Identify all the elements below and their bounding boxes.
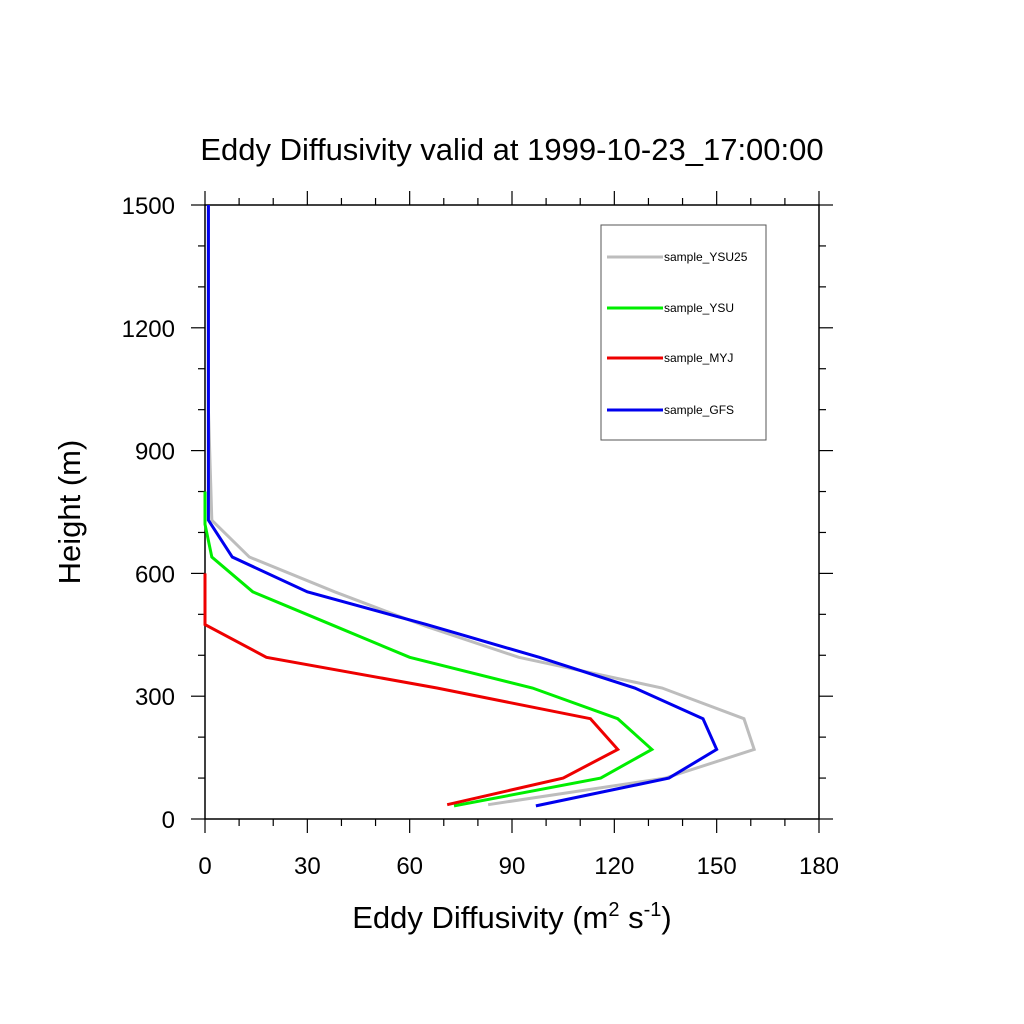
x-tick-label: 120 xyxy=(594,853,634,880)
legend-label-sample_YSU: sample_YSU xyxy=(664,301,734,315)
x-axis-label-mid: s xyxy=(619,900,643,935)
y-tick-label: 1500 xyxy=(122,193,175,220)
x-axis-label-sup1: 2 xyxy=(608,899,619,921)
y-tick-label: 300 xyxy=(135,684,175,711)
plot-lines xyxy=(203,205,757,808)
legend-label-sample_GFS: sample_GFS xyxy=(664,403,734,417)
series-line-sample_GFS xyxy=(206,205,719,808)
y-tick-label: 1200 xyxy=(122,316,175,343)
legend-label-sample_YSU25: sample_YSU25 xyxy=(664,250,748,264)
y-tick-label: 0 xyxy=(162,807,175,834)
x-tick-label: 150 xyxy=(697,853,737,880)
legend: sample_YSU25 sample_YSU sample_MYJ sample_G… xyxy=(600,224,767,441)
x-axis-label: Eddy Diffusivity (m2 s-1) xyxy=(352,899,671,935)
chart-title: Eddy Diffusivity valid at 1999-10-23_17:… xyxy=(200,132,823,167)
y-tick-label: 600 xyxy=(135,561,175,588)
series-line-sample_YSU25 xyxy=(206,205,757,807)
x-tick-label: 60 xyxy=(396,853,423,880)
y-axis: 0 300 600 900 1200 1500 xyxy=(122,193,833,834)
legend-label-sample_MYJ: sample_MYJ xyxy=(664,351,733,365)
x-tick-label: 30 xyxy=(294,853,321,880)
legend-box xyxy=(600,224,767,441)
y-tick-label: 900 xyxy=(135,439,175,466)
x-axis: 0 30 60 90 120 150 180 xyxy=(198,191,839,880)
y-axis-label: Height (m) xyxy=(52,440,87,585)
x-tick-label: 0 xyxy=(198,853,211,880)
x-tick-label: 180 xyxy=(799,853,839,880)
series-line-sample_YSU xyxy=(203,491,655,808)
series-line-sample_MYJ xyxy=(203,573,621,807)
x-axis-label-sup2: -1 xyxy=(644,899,662,921)
x-tick-label: 90 xyxy=(499,853,526,880)
x-axis-label-end: ) xyxy=(661,900,671,935)
